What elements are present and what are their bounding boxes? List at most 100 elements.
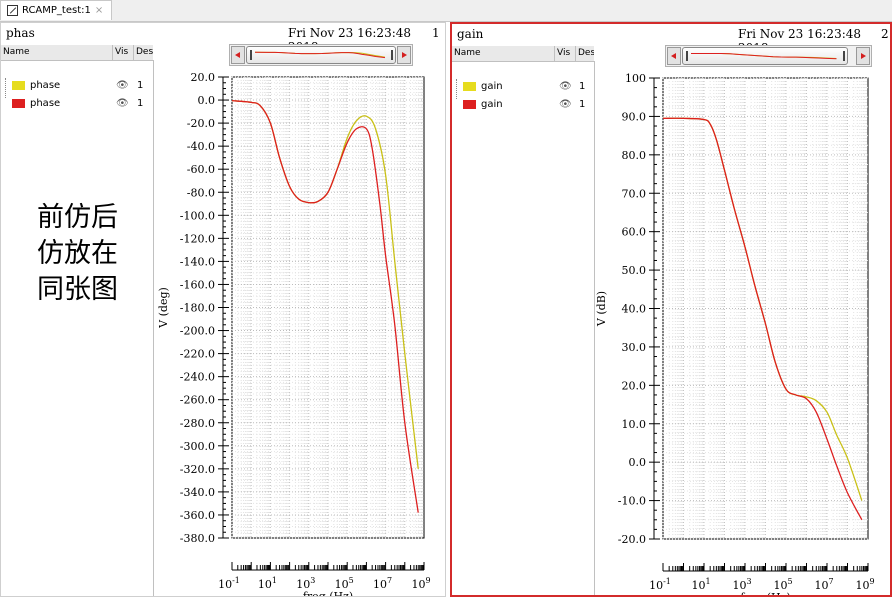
note-line: 同张图 <box>37 274 118 305</box>
y-tick-label: 40.0 <box>622 303 647 316</box>
legend-item-vis: 1 <box>579 80 586 92</box>
x-tick-label: 107 <box>814 577 833 592</box>
y-tick-label: -200.0 <box>180 325 215 338</box>
note-line: 仿放在 <box>37 238 118 269</box>
legend-item-name: gain <box>481 80 503 92</box>
tab-title: RCAMP_test:1 <box>22 5 91 16</box>
x-tick-label: 101 <box>258 576 277 591</box>
legend-header-des[interactable]: Des <box>136 47 153 57</box>
tab-rcamp-test[interactable]: RCAMP_test:1 × <box>0 0 112 20</box>
scroll-right-button[interactable] <box>397 46 411 64</box>
y-tick-label: -140.0 <box>180 255 215 268</box>
graph-window-icon <box>7 5 18 16</box>
y-tick-label: 20.0 <box>622 379 647 392</box>
x-tick-label: 101 <box>691 577 710 592</box>
legend-item-vis: 1 <box>137 79 144 91</box>
y-tick-label: 0.0 <box>629 456 647 469</box>
y-tick-label: 10.0 <box>622 418 647 431</box>
x-scrollbar[interactable] <box>665 45 872 67</box>
x-tick-label: 107 <box>373 576 392 591</box>
legend-swatch <box>12 80 25 90</box>
legend-header: Name Vis Des <box>452 46 594 62</box>
panel-title: gain <box>457 27 484 41</box>
thumb-grip-right <box>843 51 845 61</box>
legend-item[interactable]: gain 👁 1 <box>463 79 593 93</box>
y-tick-label: -380.0 <box>180 532 215 545</box>
y-tick-label: -20.0 <box>618 533 646 546</box>
scroll-left-button[interactable] <box>667 47 681 65</box>
y-tick-label: -320.0 <box>180 463 215 476</box>
y-tick-label: -260.0 <box>180 394 215 407</box>
y-tick-label: 60.0 <box>622 226 647 239</box>
x-tick-label: 109 <box>411 576 430 591</box>
overview-line-2 <box>254 51 386 59</box>
tab-bar: RCAMP_test:1 × <box>0 0 892 22</box>
y-tick-label: -40.0 <box>187 140 215 153</box>
y-tick-label: -20.0 <box>187 117 215 130</box>
legend-list: phase 👁 1 phase 👁 1 前仿后 仿放在 同张图 <box>1 60 154 596</box>
legend-header: Name Vis Des <box>1 45 153 61</box>
phase-chart[interactable]: 20.0 0.0 -20.0 -40.0 -60.0 -80.0 -100.0 -120.0 -… <box>1 23 445 596</box>
y-tick-label: 30.0 <box>622 341 647 354</box>
scroll-left-button[interactable] <box>231 46 245 64</box>
gain-panel[interactable]: gain Fri Nov 23 16:23:48 2018 2 Name Vis… <box>450 22 892 597</box>
annotation-note: 前仿后 仿放在 同张图 <box>37 200 118 308</box>
y-tick-label: -60.0 <box>187 163 215 176</box>
close-tab-icon[interactable]: × <box>94 5 104 16</box>
y-tick-label: 90.0 <box>622 110 647 123</box>
y-tick-label: -100.0 <box>180 209 215 222</box>
x-tick-label: 10-1 <box>649 577 671 592</box>
panel-index: 2 <box>881 27 889 41</box>
legend-header-vis[interactable]: Vis <box>113 45 134 60</box>
overview-line-2 <box>691 53 837 60</box>
thumb-grip-left <box>686 51 688 61</box>
legend-item[interactable]: phase 👁 1 <box>12 96 152 110</box>
y-tick-label: 70.0 <box>622 187 647 200</box>
series-line-2 <box>662 117 863 521</box>
y-tick-label: -240.0 <box>180 371 215 384</box>
y-tick-label: 80.0 <box>622 149 647 162</box>
visibility-eye-icon[interactable]: 👁 <box>116 97 129 109</box>
legend-item-name: phase <box>30 79 61 91</box>
y-tick-label: -160.0 <box>180 278 215 291</box>
x-tick-label: 105 <box>773 577 792 592</box>
series-line-2 <box>231 99 419 513</box>
legend-header-vis[interactable]: Vis <box>555 46 576 61</box>
legend-item[interactable]: phase 👁 1 <box>12 78 152 92</box>
scroll-thumb[interactable] <box>246 46 396 64</box>
legend-item[interactable]: gain 👁 1 <box>463 97 593 111</box>
scroll-thumb[interactable] <box>682 47 848 65</box>
legend-header-name[interactable]: Name <box>1 45 113 60</box>
panel-title: phas <box>6 26 35 40</box>
x-tick-label: 103 <box>732 577 751 592</box>
y-tick-label: -10.0 <box>618 495 646 508</box>
y-tick-label: 20.0 <box>191 71 216 84</box>
visibility-eye-icon[interactable]: 👁 <box>559 80 572 92</box>
visibility-eye-icon[interactable]: 👁 <box>559 98 572 110</box>
y-tick-label: -340.0 <box>180 486 215 499</box>
x-tick-label: 105 <box>335 576 354 591</box>
legend-item-vis: 1 <box>137 97 144 109</box>
x-tick-label: 109 <box>855 577 874 592</box>
y-tick-label: 100 <box>625 72 646 85</box>
legend-item-vis: 1 <box>579 98 586 110</box>
legend-header-des[interactable]: Des <box>578 48 594 58</box>
gain-chart[interactable]: 100 90.0 80.0 70.0 60.0 50.0 40.0 30.0 20.0 10.0 0… <box>452 24 890 595</box>
x-axis-label: freq (Hz) <box>303 590 353 596</box>
y-tick-label: 0.0 <box>198 94 216 107</box>
legend-header-name[interactable]: Name <box>452 46 555 61</box>
y-tick-label: -180.0 <box>180 302 215 315</box>
overview-mini-chart <box>250 50 393 60</box>
y-tick-label: -220.0 <box>180 348 215 361</box>
x-tick-label: 10-1 <box>218 576 240 591</box>
legend-item-name: gain <box>481 98 503 110</box>
x-scrollbar[interactable] <box>229 44 413 66</box>
phase-panel[interactable]: phas Fri Nov 23 16:23:48 2018 1 Name Vis… <box>0 22 446 597</box>
legend-swatch <box>12 98 25 108</box>
panel-index: 1 <box>432 26 440 40</box>
legend-item-name: phase <box>30 97 61 109</box>
scroll-right-button[interactable] <box>856 47 870 65</box>
visibility-eye-icon[interactable]: 👁 <box>116 79 129 91</box>
grid <box>662 77 868 540</box>
y-tick-label: -280.0 <box>180 417 215 430</box>
